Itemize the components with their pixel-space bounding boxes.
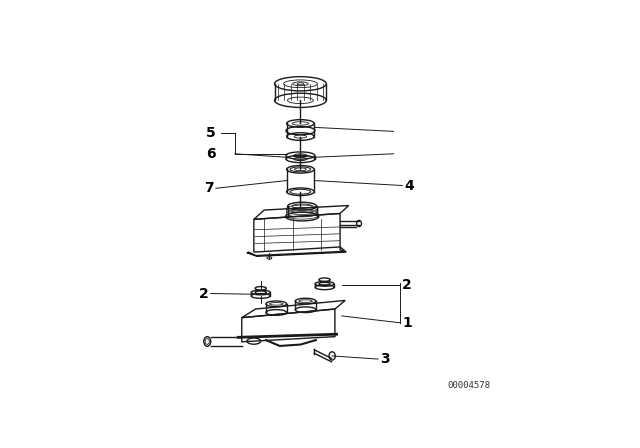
Text: 5: 5 (206, 126, 216, 140)
Text: 2: 2 (199, 287, 209, 301)
Text: 4: 4 (404, 179, 413, 193)
Text: 7: 7 (205, 181, 214, 195)
Text: 2: 2 (402, 278, 412, 292)
Text: 3: 3 (380, 352, 389, 366)
Text: 6: 6 (206, 147, 216, 161)
Text: 00004578: 00004578 (447, 381, 490, 390)
Text: 1: 1 (402, 316, 412, 330)
